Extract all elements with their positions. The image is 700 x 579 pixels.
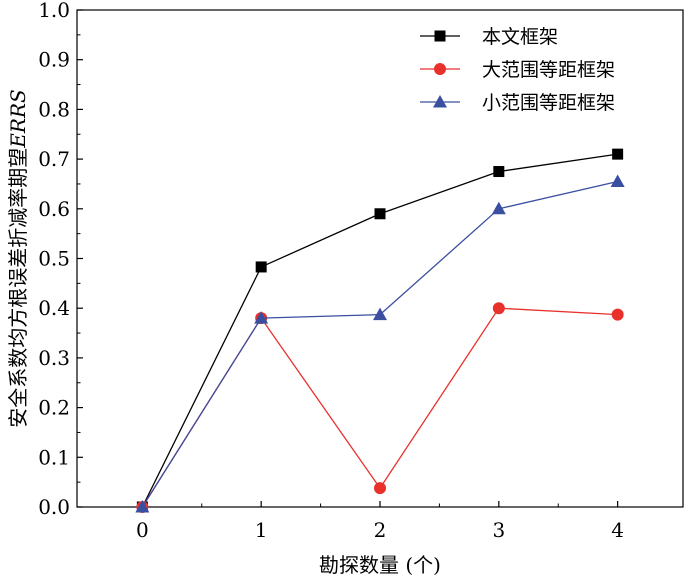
y-tick-label: 0.8	[38, 97, 70, 121]
data-point	[612, 148, 624, 160]
legend-label: 本文框架	[482, 26, 558, 48]
data-point	[255, 261, 267, 273]
data-point	[374, 482, 386, 495]
x-tick-label: 3	[492, 518, 505, 542]
series-line	[141, 180, 618, 508]
y-tick-label: 0.9	[38, 48, 70, 72]
y-tick-label: 0.4	[38, 296, 70, 320]
data-point	[491, 201, 506, 215]
data-point	[611, 308, 624, 321]
series-1	[136, 148, 624, 513]
legend-item: 小范围等距框架	[420, 92, 615, 114]
legend-label: 小范围等距框架	[482, 92, 615, 114]
plot-frame	[76, 9, 684, 508]
x-axis: 0 1 2 3 4	[136, 501, 624, 542]
data-point	[254, 311, 269, 324]
y-axis: 0.0 0.1 0.2 0.3 0.4 0.5 0.6 0.7 0.8 0.9 1.0	[38, 0, 83, 519]
y-tick-label: 0.0	[38, 495, 70, 519]
y-axis-title-symbol: ERRS	[6, 89, 30, 148]
y-tick-label: 0.1	[38, 445, 70, 469]
series-line	[141, 307, 618, 508]
data-point	[493, 166, 505, 178]
y-axis-title-text: 安全系数均方根误差折减率期望	[6, 148, 30, 428]
series-layer	[135, 148, 625, 513]
x-tick-label: 0	[136, 518, 149, 542]
legend-label: 大范围等距框架	[482, 59, 615, 81]
data-point	[373, 307, 387, 321]
x-axis-title: 勘探数量 (个)	[319, 553, 441, 577]
x-tick-label: 4	[611, 518, 624, 542]
x-tick-label: 2	[374, 518, 387, 542]
data-point	[492, 302, 505, 315]
data-point	[610, 174, 625, 187]
x-tick-label: 1	[255, 518, 268, 542]
legend-marker	[433, 95, 447, 108]
y-tick-label: 0.5	[38, 247, 70, 271]
y-tick-label: 0.6	[38, 197, 70, 221]
legend-marker	[434, 63, 446, 75]
series-2	[136, 302, 624, 513]
legend-marker	[434, 30, 446, 42]
y-axis-title: 安全系数均方根误差折减率期望ERRS	[6, 89, 30, 427]
y-tick-label: 0.2	[38, 396, 70, 420]
series-3	[135, 174, 625, 513]
legend-item: 本文框架	[420, 26, 558, 48]
y-tick-label: 0.7	[38, 147, 70, 171]
y-tick-label: 1.0	[38, 0, 70, 22]
plot-border	[76, 9, 684, 508]
data-point	[135, 500, 150, 513]
data-point	[374, 208, 386, 220]
y-tick-label: 0.3	[38, 346, 70, 370]
series-line	[141, 153, 618, 508]
legend-item: 大范围等距框架	[420, 59, 615, 81]
